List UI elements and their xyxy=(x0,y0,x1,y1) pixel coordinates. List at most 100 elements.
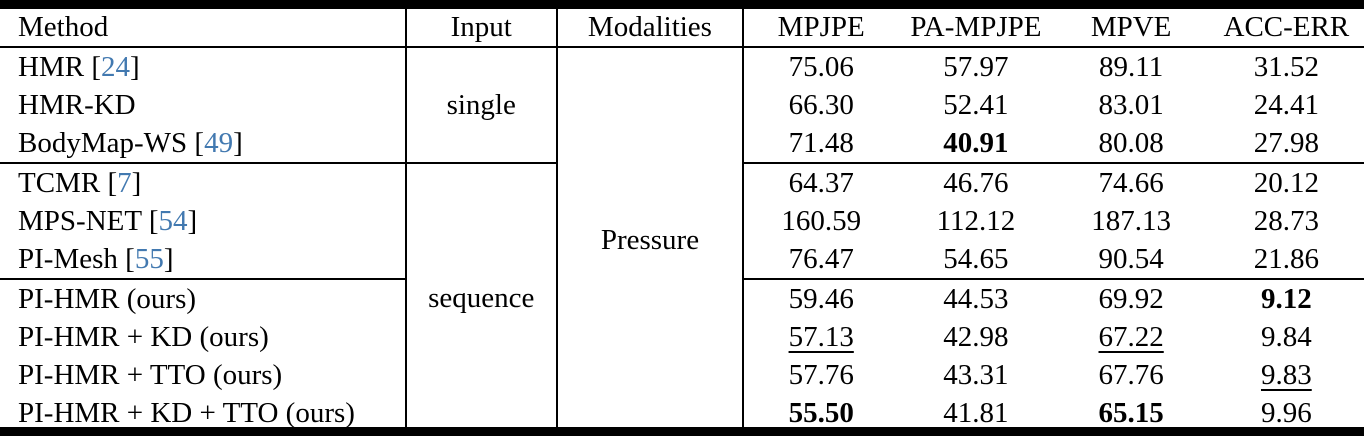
column-header-acc-err: ACC-ERR xyxy=(1208,9,1364,48)
metric-value-cell: 54.65 xyxy=(898,240,1054,280)
table-body: HMR [24] single Pressure 75.06 57.97 89.11 31.… xyxy=(0,47,1364,429)
citation-link[interactable]: 24 xyxy=(101,50,130,83)
metric-value: 54.65 xyxy=(943,242,1009,275)
metric-value: 69.92 xyxy=(1098,282,1164,315)
method-cell: MPS-NET [54] xyxy=(0,202,407,240)
metric-value-cell: 89.11 xyxy=(1054,47,1209,86)
column-header-mpjpe: MPJPE xyxy=(743,9,899,48)
metric-value-cell: 42.98 xyxy=(898,318,1053,356)
metric-value: 90.54 xyxy=(1098,242,1164,275)
metric-value: 9.12 xyxy=(1260,282,1312,315)
method-name: PI-HMR + KD (ours) xyxy=(18,320,269,353)
metric-value-cell: 28.73 xyxy=(1209,202,1364,240)
metric-value-cell: 57.76 xyxy=(743,356,898,394)
column-header-modalities: Modalities xyxy=(556,9,745,48)
method-cell: PI-HMR + TTO (ours) xyxy=(0,356,407,394)
table-row: PI-HMR + KD (ours) 57.13 42.98 67.22 9.84 xyxy=(0,318,1364,356)
method-name: BodyMap-WS xyxy=(18,126,188,159)
metric-value-cell: 44.53 xyxy=(898,279,1053,318)
metric-value: 57.76 xyxy=(788,358,854,391)
metric-value: 9.83 xyxy=(1260,358,1312,391)
metric-value-cell: 67.22 xyxy=(1054,318,1209,356)
metric-value: 80.08 xyxy=(1098,126,1164,159)
metric-value: 27.98 xyxy=(1253,126,1319,159)
table-row: HMR [24] single Pressure 75.06 57.97 89.11 31.… xyxy=(0,47,1364,427)
metric-value: 64.37 xyxy=(788,166,854,199)
metric-value: 160.59 xyxy=(781,204,862,237)
metric-value: 74.66 xyxy=(1098,166,1164,199)
method-name: HMR xyxy=(18,50,85,83)
metric-value: 89.11 xyxy=(1099,50,1164,83)
method-name: HMR-KD xyxy=(18,88,136,121)
metric-value-cell: 40.91 xyxy=(898,124,1054,164)
metric-value: 67.76 xyxy=(1098,358,1164,391)
metric-value-cell: 57.13 xyxy=(743,318,898,356)
metric-value: 46.76 xyxy=(943,166,1009,199)
metric-value-cell: 65.15 xyxy=(1054,394,1209,429)
table-row: MPS-NET [54] 160.59 112.12 187.13 28.73 xyxy=(0,202,1364,240)
metric-value: 75.06 xyxy=(788,50,854,83)
column-header-input: Input xyxy=(405,9,558,48)
method-name: PI-HMR + KD + TTO (ours) xyxy=(18,396,355,429)
metric-value: 65.15 xyxy=(1098,396,1164,429)
header-row: Method Input Modalities MPJPE PA-MPJPE M… xyxy=(0,9,1364,48)
metric-value-cell: 76.47 xyxy=(743,240,899,280)
metric-value: 42.98 xyxy=(943,320,1009,353)
input-group-cell: single xyxy=(405,47,558,163)
table-row: HMR-KD 66.30 52.41 83.01 24.41 xyxy=(0,86,1364,124)
method-name: MPS-NET xyxy=(18,204,142,237)
metric-value: 9.84 xyxy=(1260,320,1312,353)
metric-value-cell: 74.66 xyxy=(1054,163,1209,202)
method-cell: BodyMap-WS [49] xyxy=(0,124,407,164)
metric-value-cell: 71.48 xyxy=(743,124,899,164)
metric-value-cell: 83.01 xyxy=(1054,86,1209,124)
metric-value-cell: 80.08 xyxy=(1053,124,1209,164)
metric-value-cell: 112.12 xyxy=(898,202,1053,240)
method-name: PI-HMR + TTO (ours) xyxy=(18,358,283,391)
method-cell: PI-HMR + KD (ours) xyxy=(0,318,407,356)
citation-link[interactable]: 49 xyxy=(204,126,234,159)
method-cell: PI-HMR + KD + TTO (ours) xyxy=(0,394,407,429)
metric-value-cell: 64.37 xyxy=(743,163,898,202)
table-row: PI-HMR + TTO (ours) 57.76 43.31 67.76 9.83 xyxy=(0,356,1364,394)
metric-value-cell: 75.06 xyxy=(743,47,898,86)
metric-value: 28.73 xyxy=(1253,204,1319,237)
metric-value-cell: 46.76 xyxy=(898,163,1053,202)
metric-value: 31.52 xyxy=(1253,50,1319,83)
metric-value: 83.01 xyxy=(1098,88,1164,121)
metric-value-cell: 160.59 xyxy=(743,202,898,240)
citation-link[interactable]: 55 xyxy=(134,242,164,275)
results-table: Method Input Modalities MPJPE PA-MPJPE M… xyxy=(0,9,1364,429)
metric-value: 187.13 xyxy=(1091,204,1171,237)
table-header: Method Input Modalities MPJPE PA-MPJPE M… xyxy=(0,9,1364,48)
metric-value-cell: 187.13 xyxy=(1054,202,1209,240)
metric-value: 55.50 xyxy=(788,396,854,429)
metric-value-cell: 52.41 xyxy=(898,86,1053,124)
table-row: BodyMap-WS [49] 71.48 40.91 80.08 27.98 xyxy=(0,124,1364,164)
metric-value-cell: 41.81 xyxy=(898,394,1053,429)
modalities-cell: Pressure xyxy=(556,47,745,427)
metric-value: 71.48 xyxy=(788,126,854,159)
column-header-pa-mpjpe: PA-MPJPE xyxy=(898,9,1054,48)
citation-link[interactable]: 7 xyxy=(117,166,132,199)
metric-value-cell: 67.76 xyxy=(1054,356,1209,394)
metric-value-cell: 31.52 xyxy=(1209,47,1364,86)
table-row: PI-HMR + KD + TTO (ours) 55.50 41.81 65.15 9… xyxy=(0,394,1364,429)
method-name: TCMR xyxy=(18,166,101,199)
metric-value-cell: 9.84 xyxy=(1209,318,1364,356)
metric-value: 21.86 xyxy=(1253,242,1319,275)
citation-link[interactable]: 54 xyxy=(158,204,188,237)
metric-value-cell: 43.31 xyxy=(898,356,1053,394)
metric-value: 67.22 xyxy=(1098,320,1164,353)
method-name: PI-HMR (ours) xyxy=(18,282,197,315)
method-cell: PI-HMR (ours) xyxy=(0,279,407,318)
metric-value: 59.46 xyxy=(788,282,854,315)
metric-value: 41.81 xyxy=(943,396,1009,429)
metric-value: 112.12 xyxy=(936,204,1016,237)
table-row: PI-HMR (ours) 59.46 44.53 69.92 9.12 xyxy=(0,279,1364,318)
metric-value: 9.96 xyxy=(1260,396,1312,429)
column-header-method: Method xyxy=(0,9,407,48)
column-header-mpve: MPVE xyxy=(1053,9,1209,48)
metric-value-cell: 27.98 xyxy=(1208,124,1364,164)
